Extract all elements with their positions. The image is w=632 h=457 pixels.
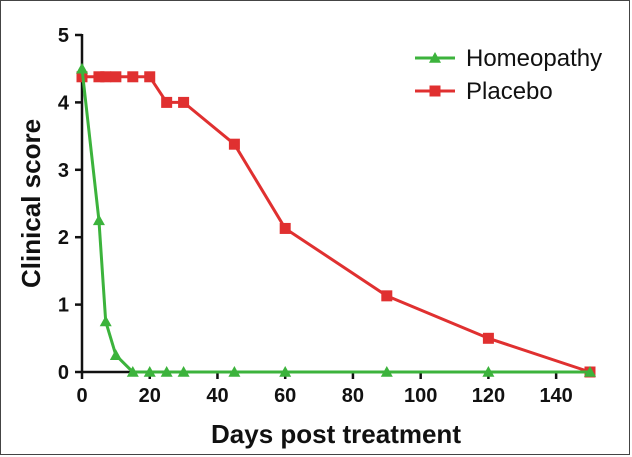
data-point-homeopathy — [109, 349, 122, 360]
data-point-placebo — [482, 332, 494, 344]
data-point-homeopathy — [143, 366, 156, 377]
data-point-placebo — [144, 71, 156, 83]
data-point-placebo — [110, 71, 122, 83]
legend-marker-homeopathy — [429, 52, 441, 63]
data-point-homeopathy — [380, 366, 393, 377]
x-tick-label: 40 — [206, 385, 228, 407]
legend-marker-placebo — [429, 85, 441, 97]
x-tick-label: 60 — [274, 385, 296, 407]
y-tick-label: 3 — [58, 160, 69, 182]
data-point-placebo — [178, 96, 190, 108]
y-tick-label: 1 — [58, 295, 69, 317]
x-tick-label: 120 — [472, 385, 505, 407]
data-point-placebo — [127, 71, 139, 83]
data-point-homeopathy — [160, 366, 173, 377]
legend-label-homeopathy: Homeopathy — [466, 45, 602, 72]
legend-entry-placebo: Placebo — [415, 78, 553, 105]
data-point-homeopathy — [92, 214, 105, 226]
legend-label-placebo: Placebo — [466, 78, 553, 105]
series-homeopathy — [76, 62, 596, 377]
data-point-placebo — [228, 138, 240, 150]
series-line-homeopathy — [80, 68, 590, 374]
y-tick-label: 0 — [58, 362, 69, 384]
x-tick-label: 0 — [76, 385, 87, 407]
y-axis-title: Clinical score — [16, 119, 46, 288]
y-tick-label: 4 — [58, 92, 70, 114]
data-point-homeopathy — [279, 366, 292, 377]
data-point-homeopathy — [228, 366, 241, 377]
data-point-homeopathy — [126, 366, 139, 377]
data-point-placebo — [93, 71, 105, 83]
x-tick-label: 140 — [539, 385, 572, 407]
y-ticks: 0 1 2 3 4 5 — [58, 25, 82, 384]
data-point-homeopathy — [76, 62, 88, 74]
data-point-homeopathy — [584, 366, 596, 377]
x-tick-label: 20 — [139, 385, 161, 407]
data-point-homeopathy — [482, 366, 495, 377]
legend: Homeopathy Placebo — [415, 45, 602, 105]
y-tick-label: 2 — [58, 227, 69, 249]
y-tick-label: 5 — [58, 25, 69, 47]
series-layer — [76, 62, 596, 378]
series-line-placebo — [82, 75, 591, 374]
x-tick-label: 80 — [342, 385, 364, 407]
data-point-placebo — [381, 290, 393, 302]
data-point-placebo — [279, 222, 291, 234]
data-point-placebo — [100, 71, 112, 83]
series-placebo — [76, 71, 596, 378]
data-point-homeopathy — [99, 315, 112, 327]
x-tick-label: 100 — [404, 385, 437, 407]
x-axis-title: Days post treatment — [211, 419, 461, 449]
legend-entry-homeopathy: Homeopathy — [415, 45, 602, 72]
data-point-placebo — [161, 96, 173, 108]
x-ticks: 0 20 40 60 80 100 120 140 — [76, 372, 573, 407]
data-point-homeopathy — [177, 366, 190, 377]
